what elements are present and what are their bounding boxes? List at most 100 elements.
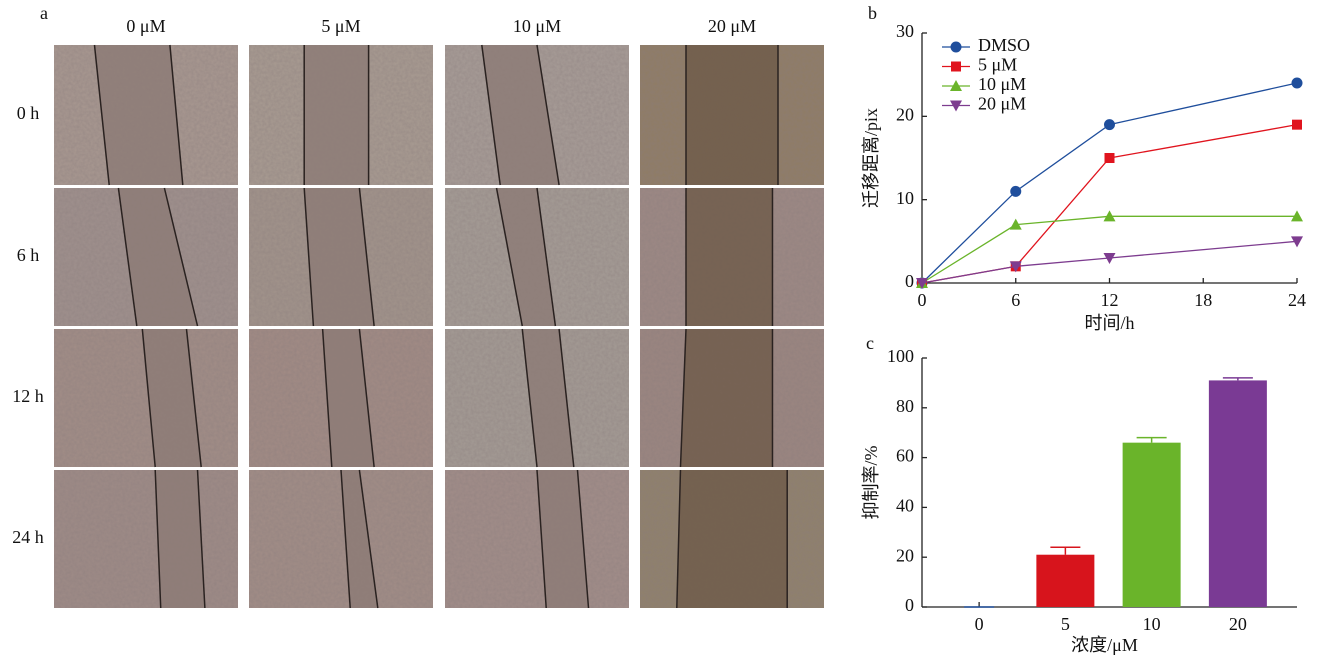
wound-edge (141, 328, 156, 468)
point (1009, 218, 1022, 230)
micrograph (640, 45, 824, 185)
legend-label: DMSO (978, 35, 1030, 55)
micrograph (54, 187, 238, 327)
micrograph (249, 187, 433, 327)
wound-edge (163, 187, 199, 327)
point (1292, 119, 1302, 130)
point (1104, 119, 1115, 131)
wound-edge (536, 469, 547, 609)
point (950, 80, 962, 91)
wound-area (686, 188, 773, 326)
wound-edge (358, 328, 375, 468)
y-tick-label: 40 (896, 496, 914, 516)
y-tick-label: 80 (896, 396, 914, 416)
x-tick-label: 24 (1288, 290, 1306, 310)
wound-edge (154, 469, 162, 609)
point (1010, 185, 1022, 197)
wound-area (322, 329, 375, 467)
x-tick-label: 20 (1229, 614, 1247, 634)
column-header: 20 μM (708, 16, 756, 36)
micrograph (640, 469, 824, 609)
micrograph (640, 188, 824, 326)
x-tick-label: 0 (975, 614, 984, 634)
series-line (921, 215, 1297, 284)
wound-area (304, 45, 369, 185)
bar (1208, 380, 1267, 607)
point (1103, 210, 1116, 222)
column-header: 10 μM (513, 16, 561, 36)
point (1104, 153, 1115, 163)
wound-area (522, 329, 574, 467)
error-bar (1136, 436, 1167, 443)
micrograph (54, 469, 238, 609)
wound-area (155, 470, 205, 608)
bar (1036, 554, 1095, 607)
point (916, 278, 928, 289)
bar (1122, 442, 1181, 607)
error-bar (1050, 546, 1081, 555)
wound-area (94, 45, 183, 185)
legend-label: 5 μM (978, 55, 1017, 75)
legend-label: 10 μM (978, 74, 1026, 94)
x-axis-title: 时间/h (1084, 313, 1134, 333)
y-tick-label: 20 (896, 545, 914, 565)
micrograph (249, 328, 433, 468)
x-tick-label: 5 (1061, 614, 1070, 634)
y-tick-label: 10 (896, 188, 914, 208)
wound-area (680, 329, 773, 467)
wound-edge (169, 44, 184, 186)
micrograph (640, 328, 824, 468)
wound-edge (558, 328, 575, 468)
y-axis-title: 迁移距离/pix (861, 108, 881, 208)
wound-area (686, 45, 778, 185)
legend-label: 20 μM (978, 94, 1026, 114)
x-tick-label: 0 (918, 290, 927, 310)
point (951, 61, 961, 72)
micrograph (54, 328, 238, 468)
micrograph (445, 469, 629, 609)
wound-edge (536, 44, 560, 186)
wound-area (341, 470, 378, 608)
panel-label: c (866, 333, 874, 353)
point (1291, 77, 1303, 89)
micrograph-texture (445, 470, 629, 608)
x-tick-label: 10 (1143, 614, 1161, 634)
wound-edge (521, 328, 538, 468)
y-tick-label: 20 (896, 104, 914, 124)
wound-edge (358, 187, 375, 327)
micrograph-texture (54, 470, 238, 608)
wound-area (304, 188, 375, 326)
x-tick-label: 12 (1101, 290, 1119, 310)
y-axis-title: 抑制率/% (861, 445, 881, 519)
row-label: 12 h (12, 386, 44, 406)
wound-edge (536, 187, 557, 327)
x-tick-label: 18 (1194, 290, 1212, 310)
wound-edge (185, 328, 202, 468)
point (950, 41, 962, 53)
wound-edge (495, 187, 524, 327)
wound-edge (676, 469, 682, 609)
y-tick-label: 100 (887, 346, 914, 366)
series-line (921, 240, 1298, 284)
point (1103, 253, 1116, 264)
point (1291, 210, 1303, 222)
row-label: 0 h (17, 103, 40, 123)
y-tick-label: 0 (905, 271, 914, 291)
wound-area (142, 329, 202, 467)
micrograph (445, 44, 629, 186)
y-tick-label: 30 (896, 21, 914, 41)
micrograph (249, 469, 433, 609)
point (1009, 261, 1022, 273)
wound-edge (576, 469, 590, 609)
micrograph (445, 328, 629, 468)
y-tick-label: 0 (905, 595, 914, 615)
point (950, 100, 962, 112)
panel-label: b (868, 3, 877, 23)
point (1291, 236, 1303, 248)
micrograph (445, 187, 629, 327)
micrograph (54, 44, 238, 186)
wound-edge (679, 328, 687, 468)
wound-edge (303, 187, 315, 327)
wound-edge (321, 328, 333, 468)
